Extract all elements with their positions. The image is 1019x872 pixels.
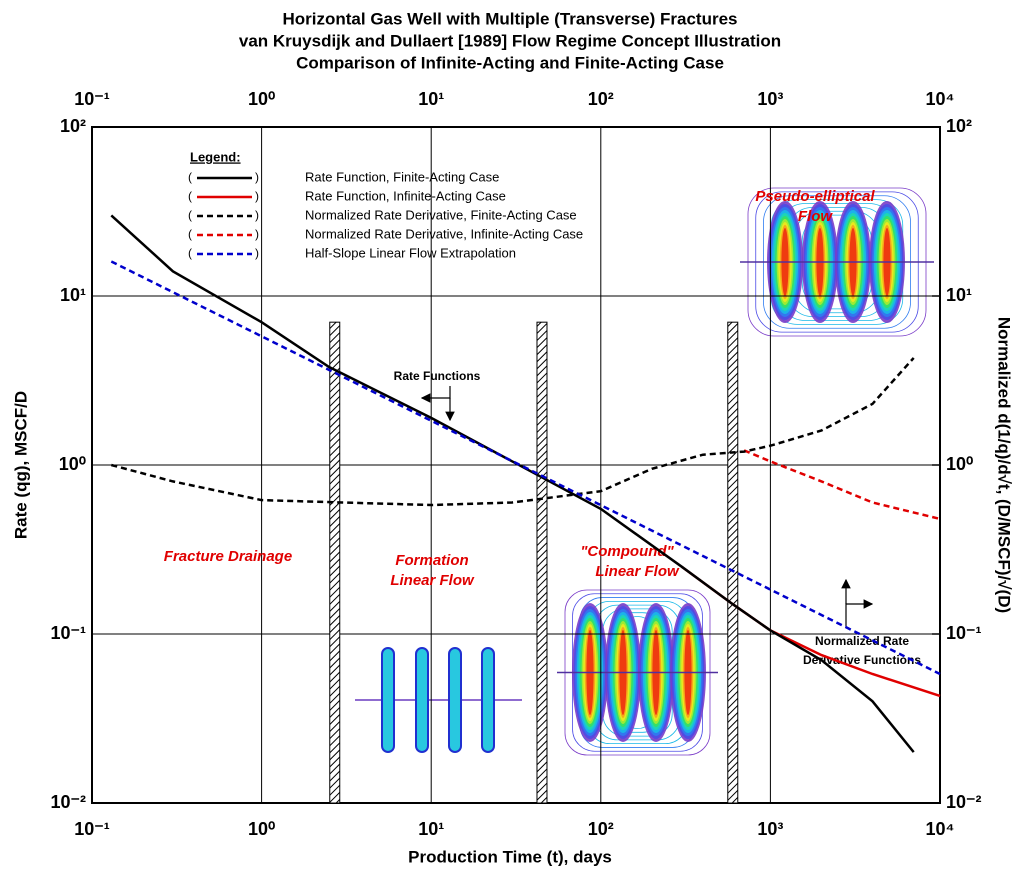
y2-tick-label: 10⁰ [946,454,973,474]
y-axis-label: Rate (qg), MSCF/D [11,391,30,539]
y-tick-label: 10¹ [60,285,86,305]
x-top-tick-label: 10¹ [418,89,444,109]
legend-bracket: ) [255,170,259,184]
fracture [415,647,429,753]
annotation: Derivative Functions [803,653,921,667]
legend-bracket: ) [255,208,259,222]
annotation: Rate Functions [394,369,481,383]
legend-label: Normalized Rate Derivative, Finite-Actin… [305,207,577,222]
regime-divider [727,321,739,804]
annotation-arrow [845,599,874,628]
legend-label: Normalized Rate Derivative, Infinite-Act… [305,226,583,241]
regime-label: "Compound" [580,543,674,560]
x-top-tick-label: 10⁻¹ [74,89,110,109]
legend-bracket: ( [188,189,192,203]
y-tick-label: 10⁻¹ [50,623,86,643]
x-top-tick-label: 10² [588,89,614,109]
legend-title: Legend: [190,149,241,164]
regime-label: Linear Flow [390,572,475,589]
fracture [381,647,395,753]
y2-tick-label: 10⁻² [946,792,982,812]
x-top-tick-label: 10⁰ [248,89,275,109]
x-tick-label: 10² [588,819,614,839]
legend-label: Half-Slope Linear Flow Extrapolation [305,245,516,260]
x-tick-label: 10¹ [418,819,444,839]
x-top-tick-label: 10³ [757,89,783,109]
series-line [110,357,915,507]
flow-illustrations [355,187,934,756]
x-top-tick-label: 10⁴ [926,89,955,109]
annotation: Normalized Rate [815,634,909,648]
regime-label: Linear Flow [595,563,680,580]
regime-divider [536,321,548,804]
fracture [481,647,495,753]
x-tick-label: 10⁻¹ [74,819,110,839]
series-line [680,565,941,698]
y2-axis-label: Normalized d(1/q)/d√t, (D/MSCF)/√(D) [995,317,1014,613]
regime-label: Formation [395,552,468,569]
y2-tick-label: 10⁻¹ [946,623,982,643]
legend-bracket: ) [255,227,259,241]
legend-bracket: ( [188,246,192,260]
y2-tick-label: 10² [946,116,972,136]
x-tick-label: 10³ [757,819,783,839]
legend-bracket: ( [188,170,192,184]
y2-tick-label: 10¹ [946,285,972,305]
legend-label: Rate Function, Finite-Acting Case [305,169,499,184]
legend-bracket: ) [255,246,259,260]
legend-label: Rate Function, Infinite-Acting Case [305,188,506,203]
series-line [743,449,941,521]
x-tick-label: 10⁴ [926,819,955,839]
y-tick-label: 10⁻² [50,792,86,812]
chart-title: van Kruysdijk and Dullaert [1989] Flow R… [239,31,781,50]
y-tick-label: 10⁰ [59,454,86,474]
chart-title: Comparison of Infinite-Acting and Finite… [296,53,724,72]
legend-bracket: ( [188,208,192,222]
y-tick-label: 10² [60,116,86,136]
series-line [110,260,941,676]
annotation-arrow [420,386,451,403]
legend-bracket: ) [255,189,259,203]
plot-area [91,126,941,804]
fracture [448,647,462,753]
regime-label: Fracture Drainage [164,548,292,565]
x-tick-label: 10⁰ [248,819,275,839]
chart-title: Horizontal Gas Well with Multiple (Trans… [282,9,737,28]
regime-divider [329,321,341,804]
x-axis-label: Production Time (t), days [408,847,612,866]
regime-label: Flow [798,208,833,225]
legend-bracket: ( [188,227,192,241]
regime-label: Pseudo-elliptical [755,188,875,205]
series-line [110,214,915,753]
